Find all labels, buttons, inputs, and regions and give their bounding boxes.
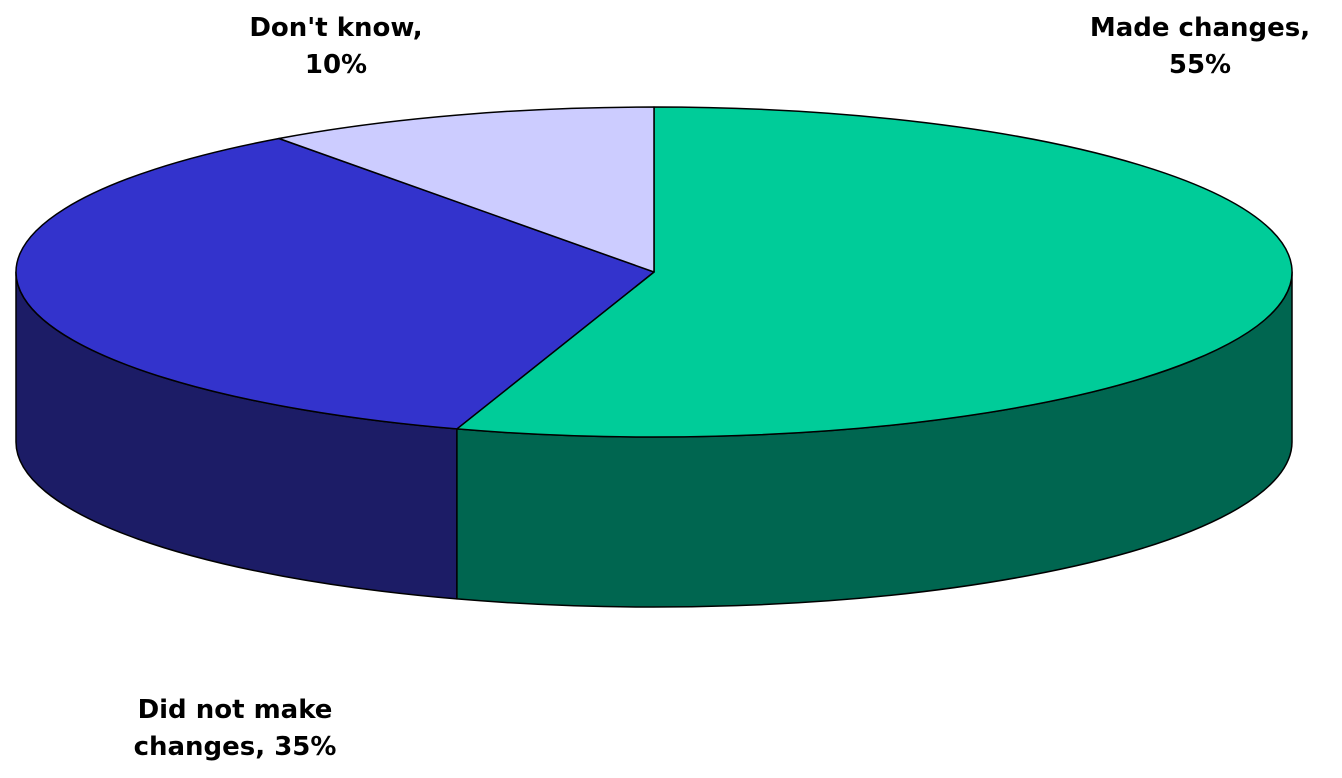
- pie-slice-did-not-make-changes: [15, 137, 655, 430]
- pie-tops: [15, 106, 1293, 438]
- data-label-made-changes-line1: Made changes,: [1089, 13, 1311, 43]
- pie-slice-don-t-know: [278, 106, 655, 273]
- data-label-dont-know-line2: 10%: [304, 50, 368, 80]
- data-label-dont-know-line1: Don't know,: [249, 13, 423, 43]
- data-label-made-changes-line2: 55%: [1168, 50, 1232, 80]
- data-label-dont-know: Don't know, 10%: [186, 10, 486, 84]
- data-label-did-not-make-changes: Did not make changes, 35%: [85, 692, 385, 766]
- data-label-did-not-make-changes-line2: changes, 35%: [133, 732, 337, 762]
- data-label-did-not-make-changes-line1: Did not make: [137, 695, 333, 725]
- data-label-made-changes: Made changes, 55%: [1050, 10, 1342, 84]
- pie-slice-made-changes: [456, 106, 1293, 438]
